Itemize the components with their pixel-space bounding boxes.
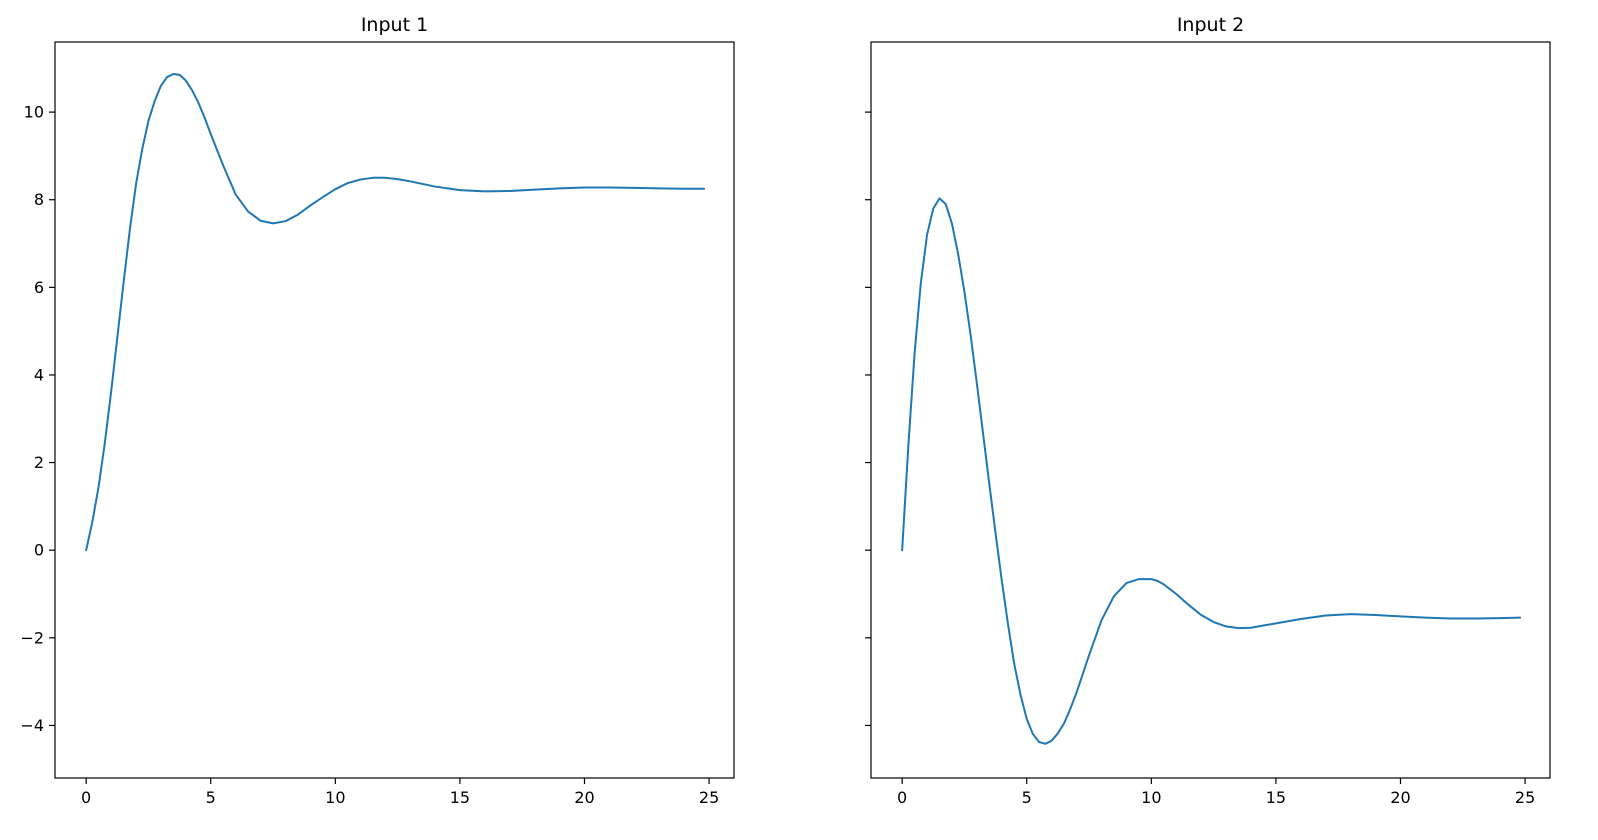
- chart-panel-input-2: 0 5 10 15 20 25 Input 2: [865, 14, 1551, 807]
- chart-title: Input 2: [1177, 14, 1244, 36]
- x-tick-label: 5: [1022, 788, 1032, 807]
- y-tick-label: −4: [20, 716, 44, 735]
- x-tick-label: 15: [1266, 788, 1286, 807]
- y-tick-label: 0: [34, 541, 44, 560]
- chart-title: Input 1: [361, 14, 428, 36]
- y-tick-label: 2: [34, 453, 44, 472]
- x-tick-label: 10: [1141, 788, 1161, 807]
- x-tick-label: 20: [574, 788, 594, 807]
- y-tick-label: 10: [24, 103, 44, 122]
- x-tick-label: 0: [81, 788, 91, 807]
- x-tick-label: 10: [325, 788, 345, 807]
- y-tick-label: 4: [34, 365, 44, 384]
- chart-panel-input-1: 0 5 10 15 20 25 −4 −2 0 2 4 6 8 10 Input 1: [20, 14, 735, 807]
- axes-frame: [54, 41, 735, 779]
- series-line: [901, 197, 1522, 745]
- x-tick-label: 20: [1390, 788, 1410, 807]
- y-tick-label: 6: [34, 278, 44, 297]
- x-tick-label: 25: [699, 788, 719, 807]
- series-line: [85, 72, 706, 552]
- y-tick-label: −2: [20, 628, 44, 647]
- x-tick-label: 25: [1515, 788, 1535, 807]
- x-tick-label: 0: [897, 788, 907, 807]
- x-tick-label: 15: [450, 788, 470, 807]
- x-tick-label: 5: [206, 788, 216, 807]
- y-tick-label: 8: [34, 190, 44, 209]
- axes-frame: [870, 41, 1551, 779]
